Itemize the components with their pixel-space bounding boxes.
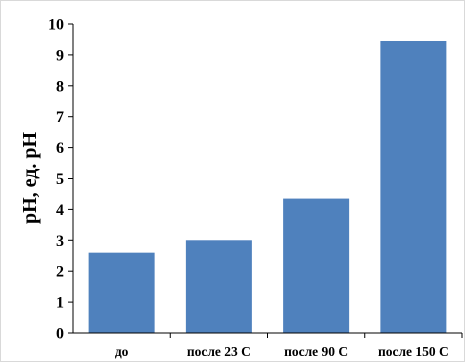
bars	[88, 40, 447, 334]
x-category-label: после 23 С	[187, 344, 251, 359]
y-tick-label: 5	[56, 171, 64, 188]
y-tick-label: 4	[56, 202, 64, 219]
bar	[380, 40, 447, 334]
bar	[88, 252, 155, 333]
y-axis-title: pH, ед. pH	[19, 132, 41, 225]
y-tick-label: 9	[56, 47, 64, 64]
y-tick-label: 0	[56, 326, 64, 343]
x-axis-labels: до после 23 С после 90 С после 150 С	[115, 333, 463, 359]
bar	[185, 240, 252, 333]
y-tick-label: 6	[56, 140, 64, 157]
y-tick-label: 2	[56, 264, 64, 281]
y-tick-label: 10	[48, 17, 64, 34]
y-tick-label: 1	[56, 295, 64, 312]
y-tick-label: 3	[56, 233, 64, 250]
y-tick-label: 8	[56, 78, 64, 95]
x-category-label: до	[115, 344, 129, 359]
x-category-label: после 150 С	[378, 344, 449, 359]
y-axis-ticks: 0 1 2 3 4 5 6 7 8 9 10	[48, 17, 73, 343]
x-category-label: после 90 С	[284, 344, 348, 359]
y-tick-label: 7	[56, 109, 64, 126]
bar	[283, 198, 350, 333]
